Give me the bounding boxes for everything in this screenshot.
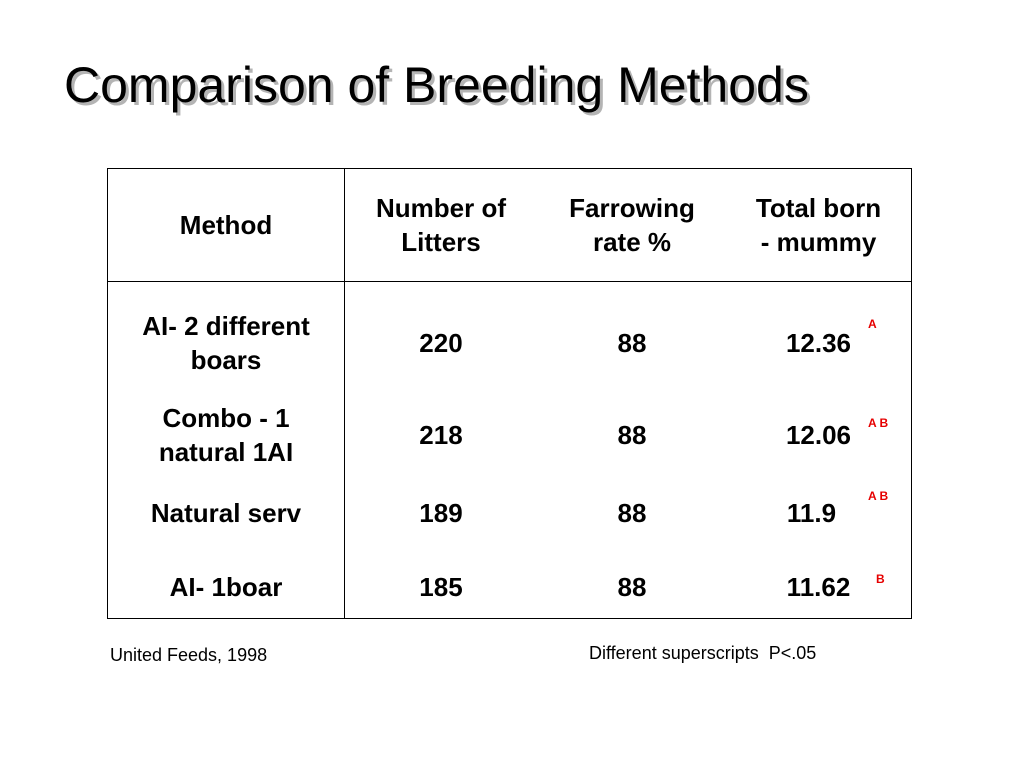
header-method: Method [108, 169, 344, 281]
row-4-method: AI- 1boar [108, 567, 344, 607]
comparison-table: Method Number of Litters Farrowing rate … [107, 168, 912, 619]
row-3-farrowing-value: 88 [617, 497, 647, 528]
row-2-farrowing-value: 88 [617, 419, 647, 450]
row-1-method-label: AI- 2 different boars [142, 310, 310, 375]
row-2-litters-value: 218 [419, 419, 463, 450]
row-2-total-born: 12.06 [726, 399, 911, 471]
header-farrowing: Farrowing rate % [538, 169, 726, 281]
header-total-born: Total born - mummy [726, 169, 911, 281]
row-2-farrowing: 88 [538, 399, 726, 471]
row-4-litters-value: 185 [419, 571, 463, 602]
row-3-superscript: A B [868, 489, 889, 503]
row-1-total-born-value: 12.36 [785, 327, 852, 358]
row-3-litters-value: 189 [419, 497, 463, 528]
header-litters-label: Number of Litters [376, 192, 506, 257]
row-2-superscript: A B [868, 416, 889, 430]
row-4-total-born-value: 11.62 [786, 571, 851, 602]
row-3-farrowing: 88 [538, 493, 726, 533]
row-2-method-label: Combo - 1 natural 1AI [158, 402, 294, 467]
row-4-superscript: B [876, 572, 885, 586]
source-note: United Feeds, 1998 [110, 645, 268, 665]
row-3-method: Natural serv [108, 493, 344, 533]
row-1-farrowing: 88 [538, 307, 726, 379]
row-1-litters: 220 [344, 307, 538, 379]
row-4-method-label: AI- 1boar [169, 571, 283, 602]
table-header-divider [108, 281, 911, 282]
row-2-litters: 218 [344, 399, 538, 471]
row-1-total-born: 12.36 [726, 307, 911, 379]
header-litters: Number of Litters [344, 169, 538, 281]
header-farrowing-label: Farrowing rate % [569, 192, 695, 257]
row-1-superscript: A [868, 317, 877, 331]
significance-note: Different superscripts P<.05 [589, 643, 817, 663]
row-4-litters: 185 [344, 567, 538, 607]
row-1-farrowing-value: 88 [617, 327, 647, 358]
row-1-method: AI- 2 different boars [108, 307, 344, 379]
row-2-total-born-value: 12.06 [785, 419, 852, 450]
row-3-total-born-value: 11.9 [786, 497, 837, 528]
header-method-label: Method [179, 209, 273, 240]
row-3-total-born: 11.9 [726, 493, 911, 533]
table-column-divider [344, 169, 345, 618]
row-4-farrowing: 88 [538, 567, 726, 607]
row-1-litters-value: 220 [419, 327, 463, 358]
header-total-born-label: Total born - mummy [755, 192, 882, 257]
row-4-total-born: 11.62 [726, 567, 911, 607]
row-3-litters: 189 [344, 493, 538, 533]
row-4-farrowing-value: 88 [617, 571, 647, 602]
slide-title: Comparison of Breeding Methods [64, 57, 809, 113]
row-2-method: Combo - 1 natural 1AI [108, 399, 344, 471]
row-3-method-label: Natural serv [150, 497, 302, 528]
